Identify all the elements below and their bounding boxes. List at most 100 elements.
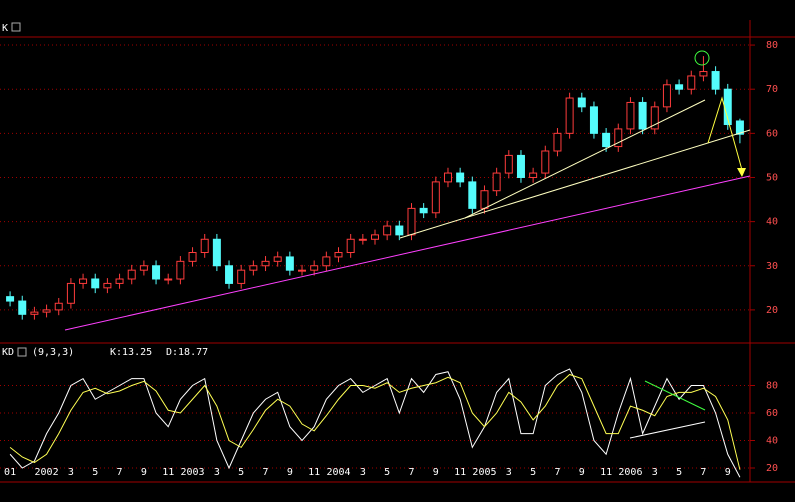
kd-line	[9, 373, 741, 470]
y-tick-label: 50	[766, 172, 778, 183]
annotations	[64, 50, 751, 439]
candle-body	[614, 128, 623, 148]
x-tick-label: 11	[454, 467, 466, 478]
candle-body	[504, 154, 513, 174]
candle-body	[334, 252, 343, 258]
candle-body	[322, 256, 331, 267]
legend-entry: K:13.25	[110, 347, 152, 358]
candle-body	[298, 269, 307, 272]
candle-body	[431, 181, 440, 214]
candle-body	[273, 256, 282, 262]
candle-body	[602, 132, 611, 148]
candle-body	[285, 256, 294, 271]
forecast-arrow	[707, 96, 743, 171]
candle-body	[358, 238, 367, 241]
x-tick-label: 9	[287, 467, 293, 478]
candle-body	[565, 97, 574, 134]
kd-line	[9, 368, 741, 478]
candle-body	[176, 260, 185, 280]
x-tick-label: 2004	[326, 467, 350, 478]
candle-body	[407, 207, 416, 236]
trend-line	[464, 99, 706, 219]
collapse-icon[interactable]	[11, 22, 21, 32]
candle-body	[419, 207, 428, 214]
candle-body	[541, 150, 550, 174]
candle-body	[553, 132, 562, 152]
x-tick-label: 11	[162, 467, 174, 478]
panel-title: K	[2, 23, 8, 34]
legend-entry: D:18.77	[166, 347, 208, 358]
x-tick-label: 2006	[618, 467, 642, 478]
candle-body	[626, 101, 635, 130]
x-tick-label: 5	[530, 467, 536, 478]
candle-body	[115, 278, 124, 284]
indicator-params: (9,3,3)	[32, 347, 74, 358]
candle-body	[79, 278, 88, 284]
candle-body	[371, 234, 379, 240]
y-tick-label: 40	[766, 217, 778, 228]
candle-body	[249, 265, 258, 271]
x-tick-label: 7	[117, 467, 123, 478]
x-tick-label: 3	[68, 467, 74, 478]
candle-body	[212, 238, 221, 267]
candle-body	[699, 71, 708, 77]
collapse-icon[interactable]	[17, 347, 27, 357]
candle-body	[711, 71, 720, 90]
y-tick-label: 20	[766, 463, 778, 474]
candle-body	[662, 84, 671, 108]
candle-body	[127, 269, 136, 280]
trend-line	[399, 129, 751, 239]
y-tick-label: 70	[766, 84, 778, 95]
y-tick-label: 60	[766, 128, 778, 139]
x-tick-label: 7	[554, 467, 560, 478]
trend-line	[629, 421, 706, 439]
y-tick-label: 80	[766, 40, 778, 51]
x-tick-label: 3	[360, 467, 366, 478]
x-tick-label: 7	[700, 467, 706, 478]
candle-body	[456, 172, 465, 183]
panel-title: KD	[2, 347, 14, 358]
candle-body	[492, 172, 501, 192]
x-tick-label: 3	[214, 467, 220, 478]
candle-body	[443, 172, 452, 183]
candle-body	[91, 278, 100, 289]
candle-body	[310, 265, 319, 271]
candle-body	[480, 190, 489, 209]
candle-body	[237, 269, 246, 284]
candle-body	[650, 106, 659, 130]
candle-body	[164, 278, 173, 281]
candle-body	[516, 154, 525, 178]
candle-body	[152, 265, 161, 280]
candle-body	[30, 311, 39, 315]
x-tick-label: 7	[408, 467, 414, 478]
trend-line	[64, 175, 751, 331]
peak-circle	[694, 50, 710, 66]
candle-body	[638, 101, 647, 130]
candle-body	[395, 225, 404, 236]
y-tick-label: 20	[766, 305, 778, 316]
candle-body	[139, 265, 148, 271]
candle-body	[18, 300, 27, 315]
trend-line	[644, 380, 706, 411]
y-tick-label: 40	[766, 436, 778, 447]
candle-body	[188, 252, 197, 262]
candle-body	[66, 282, 75, 304]
candle-body	[529, 172, 538, 178]
x-tick-label: 5	[238, 467, 244, 478]
candle-body	[54, 302, 63, 311]
candle-body	[346, 238, 355, 254]
candle-body	[735, 120, 744, 135]
candle-body	[200, 238, 209, 254]
x-tick-label: 3	[652, 467, 658, 478]
candle-body	[103, 282, 112, 289]
x-tick-label: 11	[600, 467, 612, 478]
x-tick-label: 2005	[472, 467, 496, 478]
x-tick-label: 7	[263, 467, 269, 478]
arrow-head	[737, 168, 746, 177]
candle-body	[225, 265, 234, 284]
y-tick-label: 80	[766, 381, 778, 392]
x-tick-label: 5	[92, 467, 98, 478]
candle-body	[261, 260, 270, 267]
